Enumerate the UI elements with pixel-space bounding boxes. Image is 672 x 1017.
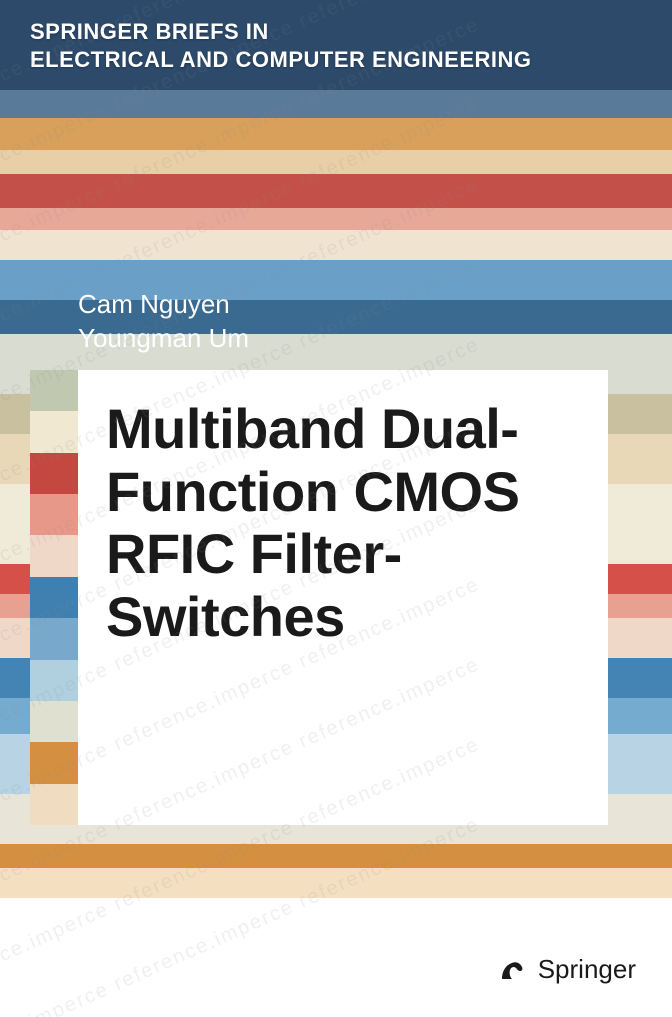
author-1: Cam Nguyen bbox=[78, 288, 249, 322]
strip-segment bbox=[30, 701, 78, 742]
book-title: Multiband Dual-Function CMOS RFIC Filter… bbox=[106, 398, 580, 649]
strip-segment bbox=[30, 577, 78, 618]
book-cover: SPRINGER BRIEFS IN ELECTRICAL AND COMPUT… bbox=[0, 0, 672, 1017]
strip-segment bbox=[30, 370, 78, 411]
springer-horse-icon bbox=[496, 953, 528, 985]
bg-stripe bbox=[0, 150, 672, 174]
bg-stripe bbox=[0, 174, 672, 208]
left-color-strip bbox=[30, 370, 78, 825]
series-banner: SPRINGER BRIEFS IN ELECTRICAL AND COMPUT… bbox=[30, 18, 642, 73]
authors: Cam Nguyen Youngman Um bbox=[78, 288, 249, 356]
bg-stripe bbox=[0, 230, 672, 260]
bg-stripe bbox=[0, 118, 672, 150]
series-line-1: SPRINGER BRIEFS IN bbox=[30, 18, 642, 46]
publisher-name: Springer bbox=[538, 954, 636, 985]
bg-stripe bbox=[0, 208, 672, 230]
title-panel: Multiband Dual-Function CMOS RFIC Filter… bbox=[78, 370, 608, 825]
bg-stripe bbox=[0, 90, 672, 118]
author-2: Youngman Um bbox=[78, 322, 249, 356]
strip-segment bbox=[30, 535, 78, 576]
bg-stripe bbox=[0, 868, 672, 898]
strip-segment bbox=[30, 742, 78, 783]
strip-segment bbox=[30, 784, 78, 825]
strip-segment bbox=[30, 453, 78, 494]
series-line-2: ELECTRICAL AND COMPUTER ENGINEERING bbox=[30, 46, 642, 74]
strip-segment bbox=[30, 660, 78, 701]
publisher-block: Springer bbox=[496, 953, 636, 985]
strip-segment bbox=[30, 411, 78, 452]
strip-segment bbox=[30, 618, 78, 659]
bg-stripe bbox=[0, 844, 672, 868]
strip-segment bbox=[30, 494, 78, 535]
